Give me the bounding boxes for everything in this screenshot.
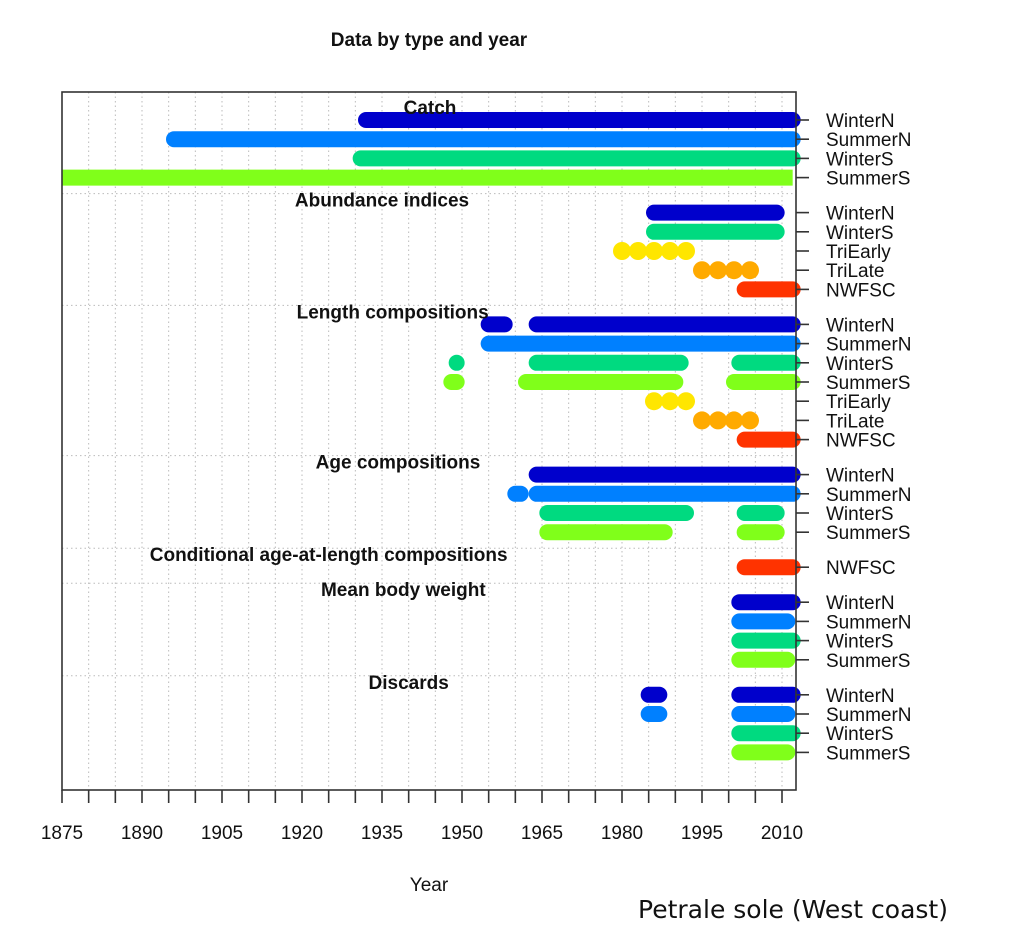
row-label: WinterS <box>826 223 894 244</box>
row-label: TriEarly <box>826 242 891 263</box>
point-TriLate <box>693 411 711 430</box>
row-label: WinterN <box>826 111 895 132</box>
section-labels: Catch Abundance indices Length composition… <box>150 98 508 694</box>
x-tick-label: 1980 <box>601 823 643 844</box>
x-tick-label: 2010 <box>761 823 803 844</box>
grid <box>88 92 783 790</box>
x-tick-label: 1905 <box>201 823 243 844</box>
row-label: SummerS <box>826 169 910 190</box>
section-label: Length compositions <box>297 302 489 323</box>
point-TriEarly <box>661 392 679 411</box>
section-label: Age compositions <box>316 453 481 474</box>
y-axis-right: WinterNSummerNWinterSSummerSWinterNWinte… <box>796 111 912 764</box>
row-label: SummerN <box>826 130 912 151</box>
point-TriLate <box>741 411 759 430</box>
x-tick-label: 1950 <box>441 823 483 844</box>
section-label: Discards <box>369 673 449 694</box>
x-tick-label: 1875 <box>41 823 83 844</box>
row-label: SummerN <box>826 485 912 506</box>
point-TriLate <box>725 261 743 280</box>
row-label: SummerS <box>826 651 910 672</box>
point-TriEarly <box>645 242 663 260</box>
row-label: WinterN <box>826 204 895 225</box>
point-TriLate <box>725 411 743 430</box>
row-label: WinterN <box>826 315 895 336</box>
point-TriEarly <box>645 392 663 411</box>
x-axis-label: Year <box>410 875 449 896</box>
x-tick-label: 1935 <box>361 823 403 844</box>
chart-title: Data by type and year <box>331 30 528 51</box>
row-label: WinterS <box>826 149 894 170</box>
row-label: TriLate <box>826 261 884 282</box>
plot-frame <box>61 91 797 791</box>
row-label: WinterS <box>826 504 894 525</box>
point-TriEarly <box>677 392 695 411</box>
row-label: WinterN <box>826 466 895 487</box>
x-tick-label: 1890 <box>121 823 163 844</box>
x-tick-label: 1965 <box>521 823 563 844</box>
section-label: Abundance indices <box>295 191 469 212</box>
point-TriLate <box>693 261 711 280</box>
point-TriLate <box>709 261 727 280</box>
point-TriLate <box>741 261 759 280</box>
section-label: Conditional age-at-length compositions <box>150 545 508 566</box>
row-label: SummerS <box>826 523 910 544</box>
row-label: WinterN <box>826 686 895 707</box>
row-label: SummerS <box>826 743 910 764</box>
row-label: WinterS <box>826 724 894 745</box>
x-tick-label: 1995 <box>681 823 723 844</box>
row-label: NWFSC <box>826 431 896 452</box>
section-label: Catch <box>404 98 457 119</box>
row-label: SummerN <box>826 612 912 633</box>
x-tick-label: 1920 <box>281 823 323 844</box>
row-label: SummerS <box>826 373 910 394</box>
row-label: WinterS <box>826 632 894 653</box>
row-label: WinterS <box>826 354 894 375</box>
figure-caption: Petrale sole (West coast) <box>638 895 948 924</box>
row-label: SummerN <box>826 335 912 356</box>
row-label: NWFSC <box>826 280 896 301</box>
point-TriEarly <box>677 242 695 260</box>
point-TriLate <box>709 411 727 430</box>
x-axis: 1875 1890 1905 1920 1935 1950 1965 1980 1995 2010 <box>41 790 803 844</box>
section-label: Mean body weight <box>321 580 486 601</box>
point-TriEarly <box>613 242 631 260</box>
row-label: TriEarly <box>826 392 891 413</box>
data-bars <box>62 112 801 761</box>
row-label: SummerN <box>826 705 912 726</box>
row-label: WinterN <box>826 593 895 614</box>
point-TriEarly <box>629 242 647 260</box>
row-label: NWFSC <box>826 558 896 579</box>
section-separators <box>62 193 796 677</box>
point-TriEarly <box>661 242 679 260</box>
row-label: TriLate <box>826 411 884 432</box>
